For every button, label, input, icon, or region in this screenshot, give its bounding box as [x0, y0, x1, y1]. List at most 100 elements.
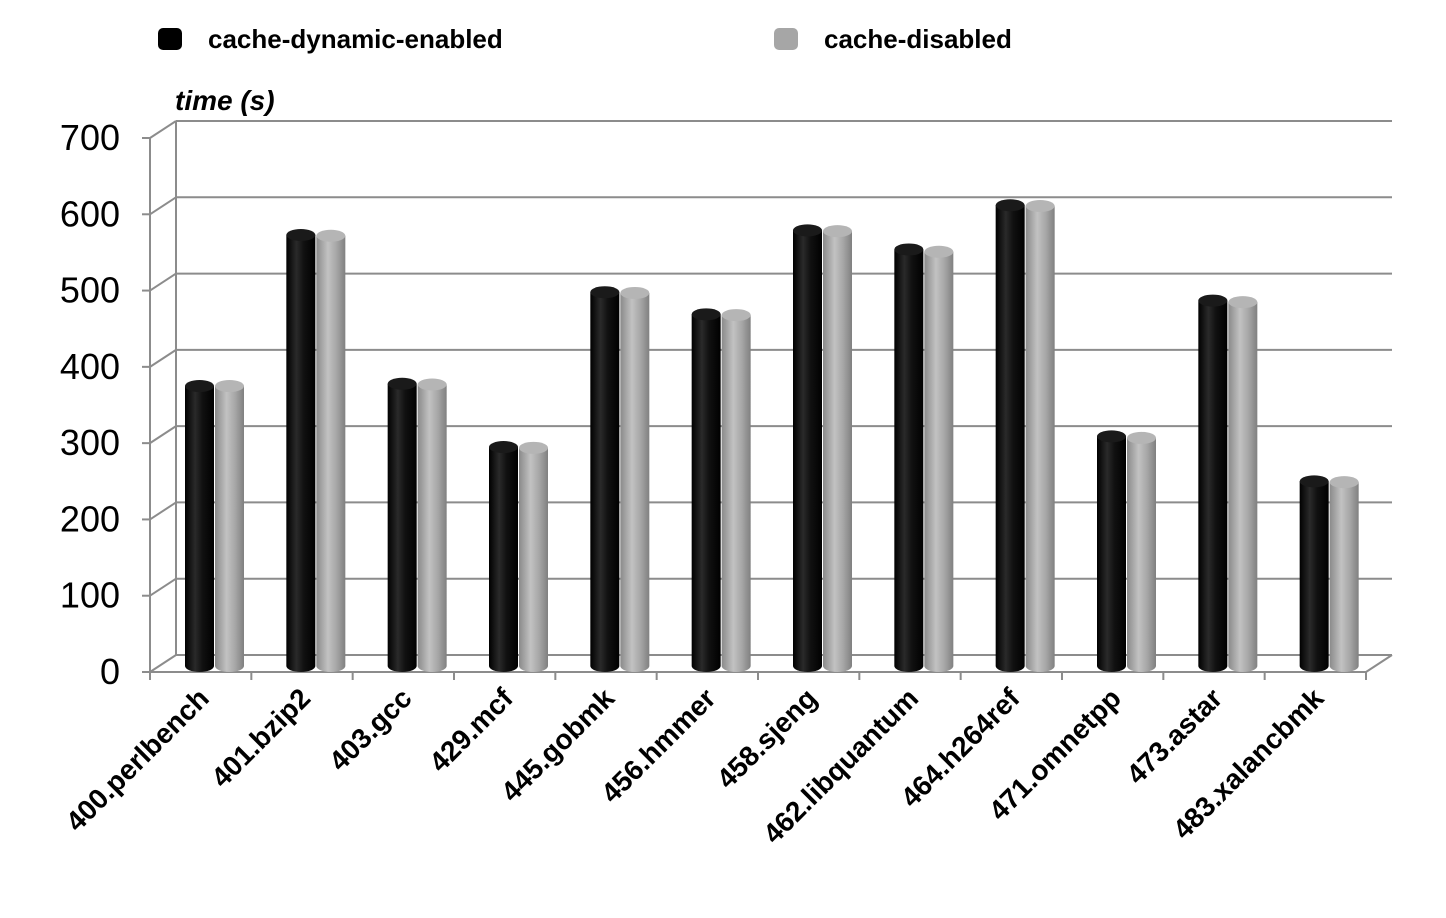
bar-1-5 [721, 309, 751, 672]
y-tick-label-300: 300 [60, 422, 120, 463]
bar-top [620, 286, 650, 299]
y-tick-label-200: 200 [60, 498, 120, 539]
bar-top [1299, 475, 1329, 488]
bar-top [691, 308, 721, 321]
legend: cache-dynamic-enabled cache-disabled [158, 24, 1012, 54]
bar-top [995, 199, 1025, 212]
bar-top [1198, 294, 1228, 307]
bar-0-1 [286, 228, 316, 672]
bar-top [1228, 296, 1258, 309]
x-category-label-2: 403.gcc [323, 682, 418, 777]
bar-1-2 [417, 378, 447, 672]
bar-1-9 [1127, 431, 1156, 672]
bar-0-10 [1198, 294, 1228, 672]
gridline-depth-0 [149, 654, 177, 673]
bar-body [620, 292, 650, 672]
bar-top [1097, 430, 1126, 443]
bar-body [387, 383, 417, 672]
bar-0-3 [489, 441, 518, 672]
legend-swatch-1 [774, 28, 798, 50]
y-tick-label-500: 500 [60, 270, 120, 311]
bar-top [417, 378, 447, 391]
gridline-depth-600 [149, 196, 177, 216]
bar-top [489, 441, 518, 454]
legend-swatch-0 [158, 28, 182, 50]
bar-0-7 [894, 243, 924, 673]
y-tick-label-700: 700 [60, 117, 120, 158]
gridline-depth-500 [149, 272, 177, 292]
bar-top [924, 245, 954, 258]
bar-body [1329, 482, 1359, 672]
bar-top [215, 380, 244, 393]
gridline-depth-700 [149, 120, 177, 139]
bar-body [1228, 302, 1258, 672]
legend-item-1: cache-disabled [774, 24, 1012, 54]
bar-top [793, 224, 822, 237]
bar-top [1025, 199, 1055, 212]
gridline-depth-100 [149, 577, 177, 597]
bar-body [1127, 437, 1156, 672]
bar-top [590, 286, 620, 299]
bar-body [185, 386, 214, 672]
gridline-depth-400 [149, 349, 177, 368]
bar-top [387, 377, 417, 390]
bar-body [215, 386, 244, 672]
gridline-depth-200 [149, 501, 177, 521]
bar-1-8 [1025, 199, 1055, 673]
bar-1-6 [823, 225, 852, 672]
bar-top [286, 228, 316, 241]
y-axis-title: time (s) [175, 85, 275, 116]
bar-top [721, 309, 751, 322]
bar-top [1127, 431, 1156, 444]
legend-label-0: cache-dynamic-enabled [208, 24, 503, 54]
bars [185, 199, 1359, 673]
bar-0-11 [1299, 475, 1329, 672]
legend-label-1: cache-disabled [824, 24, 1012, 54]
bar-body [1097, 436, 1126, 672]
bar-top [823, 225, 852, 238]
y-tick-label-100: 100 [60, 575, 120, 616]
y-tick-label-400: 400 [60, 346, 120, 387]
x-category-label-3: 429.mcf [423, 682, 519, 778]
bar-1-4 [620, 286, 650, 672]
bar-body [924, 251, 954, 673]
bar-1-11 [1329, 476, 1359, 672]
bar-top [519, 441, 548, 454]
bar-0-8 [995, 199, 1025, 672]
bar-top [894, 243, 924, 256]
bar-body [691, 314, 721, 672]
legend-item-0: cache-dynamic-enabled [158, 24, 503, 54]
gridline-depth-300 [149, 425, 177, 444]
bar-1-0 [215, 380, 244, 672]
bar-top [185, 380, 214, 393]
bar-0-6 [793, 224, 822, 672]
bar-body [590, 292, 620, 672]
y-axis-ticks: 0 100 200 300 400 500 600 700 [60, 117, 150, 692]
bar-body [823, 231, 852, 672]
bar-body [721, 315, 751, 672]
bar-1-3 [519, 441, 548, 672]
bar-body [793, 230, 822, 672]
bar-top [316, 229, 346, 242]
x-category-label-0: 400.perlbench [60, 682, 215, 837]
bar-body [489, 447, 518, 672]
floor-right-edge [1365, 654, 1393, 673]
gridlines [149, 120, 1392, 673]
bar-1-7 [924, 245, 954, 673]
bar-top [1329, 476, 1359, 489]
bar-body [894, 249, 924, 673]
bar-0-5 [691, 308, 721, 672]
bar-body [417, 384, 447, 672]
bar-0-0 [185, 380, 214, 672]
bar-0-9 [1097, 430, 1126, 672]
bar-0-2 [387, 377, 417, 672]
y-tick-label-600: 600 [60, 193, 120, 234]
bar-1-1 [316, 229, 346, 672]
bar-1-10 [1228, 296, 1258, 672]
x-category-label-10: 473.astar [1120, 682, 1228, 790]
bar-body [286, 234, 316, 672]
bar-0-4 [590, 286, 620, 672]
x-category-label-1: 401.bzip2 [205, 682, 316, 793]
